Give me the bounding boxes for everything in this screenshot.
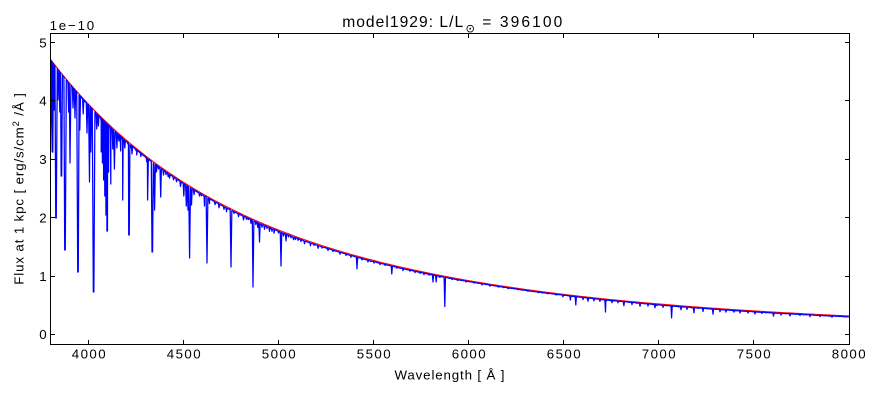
svg-text:= 396100: = 396100 xyxy=(482,14,562,31)
svg-text:5: 5 xyxy=(39,35,46,50)
svg-text:6500: 6500 xyxy=(547,346,581,361)
svg-text:7500: 7500 xyxy=(737,346,771,361)
svg-text:model1929: L/L: model1929: L/L xyxy=(342,14,463,31)
svg-text:4500: 4500 xyxy=(167,346,201,361)
svg-text:1e−10: 1e−10 xyxy=(50,18,95,33)
svg-text:5000: 5000 xyxy=(262,346,296,361)
svg-text:1: 1 xyxy=(39,269,46,284)
svg-text:3: 3 xyxy=(39,152,46,167)
svg-text:Flux at 1 kpc [ erg/s/cm2 /Å ]: Flux at 1 kpc [ erg/s/cm2 /Å ] xyxy=(11,92,27,284)
svg-text:2: 2 xyxy=(39,210,46,225)
svg-text:5500: 5500 xyxy=(357,346,391,361)
svg-text:0: 0 xyxy=(39,327,46,342)
svg-text:4000: 4000 xyxy=(72,346,106,361)
svg-text:6000: 6000 xyxy=(452,346,486,361)
svg-text:4: 4 xyxy=(39,94,46,109)
svg-text:8000: 8000 xyxy=(832,346,866,361)
svg-text:Wavelength [ Å ]: Wavelength [ Å ] xyxy=(395,367,505,382)
svg-text:7000: 7000 xyxy=(642,346,676,361)
